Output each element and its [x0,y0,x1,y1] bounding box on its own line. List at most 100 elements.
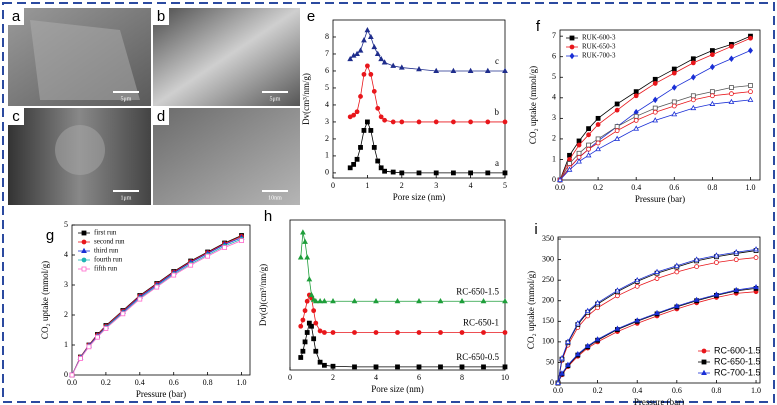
marker [586,126,591,132]
marker [502,119,508,125]
marker [459,364,465,370]
marker [633,118,639,123]
y-tick-label: 5 [325,83,329,92]
y-tick-label: 6 [552,52,556,61]
marker [375,158,381,164]
marker [450,67,457,73]
marker [347,55,354,62]
x-tick-label: 10 [501,373,509,382]
marker [586,146,591,152]
panel-label-box [8,8,24,25]
x-tick-label: 0.8 [203,378,213,387]
y-tick-label: 4 [552,93,556,102]
legend-label: third run [94,247,119,255]
marker [311,336,317,342]
marker [95,334,100,340]
marker [86,344,92,350]
x-tick-label: 0.0 [67,378,77,387]
panel-label-box [153,108,169,125]
marker [502,298,508,304]
marker [450,119,456,125]
marker [390,62,397,68]
marker [652,96,658,104]
y-axis-label: CO₂ uptake (mmol/g) [40,261,50,339]
marker [306,276,313,282]
marker [120,311,126,317]
marker [378,55,385,62]
marker [416,119,422,125]
marker [614,287,621,293]
marker [748,35,753,41]
sem-texture [55,125,105,175]
marker [753,246,759,252]
legend-label: RUK-700-3 [582,52,616,60]
y-tick-label: 8 [325,32,329,41]
x-tick-label: 0.4 [631,183,641,192]
marker [595,122,601,127]
marker [729,85,734,90]
marker [416,330,422,335]
marker [398,64,405,70]
marker [595,115,601,121]
x-tick-label: 0 [288,373,292,382]
y-tick-label: 4 [64,250,68,259]
scale-label: 5μm [121,96,132,102]
marker [416,170,422,176]
marker [559,370,565,376]
marker [309,323,314,329]
marker [595,145,601,152]
marker [690,104,697,111]
scale-label: 1μm [121,195,132,201]
marker [302,339,308,345]
y-tick-label: 3 [325,117,329,126]
marker [652,109,658,115]
panel-label-box [8,108,24,125]
marker [502,67,508,73]
marker [330,330,336,335]
marker [300,229,306,235]
y-tick-label: 250 [542,275,554,284]
marker [222,245,227,250]
marker [371,145,377,150]
x-tick-label: 4 [469,181,473,190]
y-tick-label: 0 [550,378,554,387]
sem-texture [30,20,140,100]
y-tick-label: 1 [325,151,329,160]
marker [374,50,381,56]
y-tick-label: 50 [546,357,554,366]
marker [654,309,660,316]
marker [634,283,640,289]
marker [171,272,177,278]
marker [569,52,575,60]
marker [321,330,327,335]
marker [733,257,739,263]
marker [364,63,370,69]
marker [188,262,194,268]
legend-label: RUK-600-3 [582,34,616,42]
sem-image [153,108,300,205]
x-tick-label: 0.0 [553,386,563,395]
marker [390,119,396,125]
panel-label: f [536,18,541,35]
marker [693,296,700,302]
legend-label: RC-600-1.5 [714,345,761,355]
marker [615,293,620,299]
marker [713,291,720,297]
marker [485,170,491,176]
marker [709,100,716,106]
marker [371,43,378,50]
marker [694,264,700,270]
marker [701,348,707,354]
marker [614,128,620,134]
y-tick-label: 3 [552,113,556,122]
marker [433,170,439,176]
panel-label: i [534,221,537,238]
marker [654,268,660,274]
marker [565,361,571,367]
marker [595,140,601,146]
marker [594,336,601,342]
marker [480,298,487,304]
marker [312,298,319,304]
marker [416,66,422,72]
marker [304,298,310,304]
